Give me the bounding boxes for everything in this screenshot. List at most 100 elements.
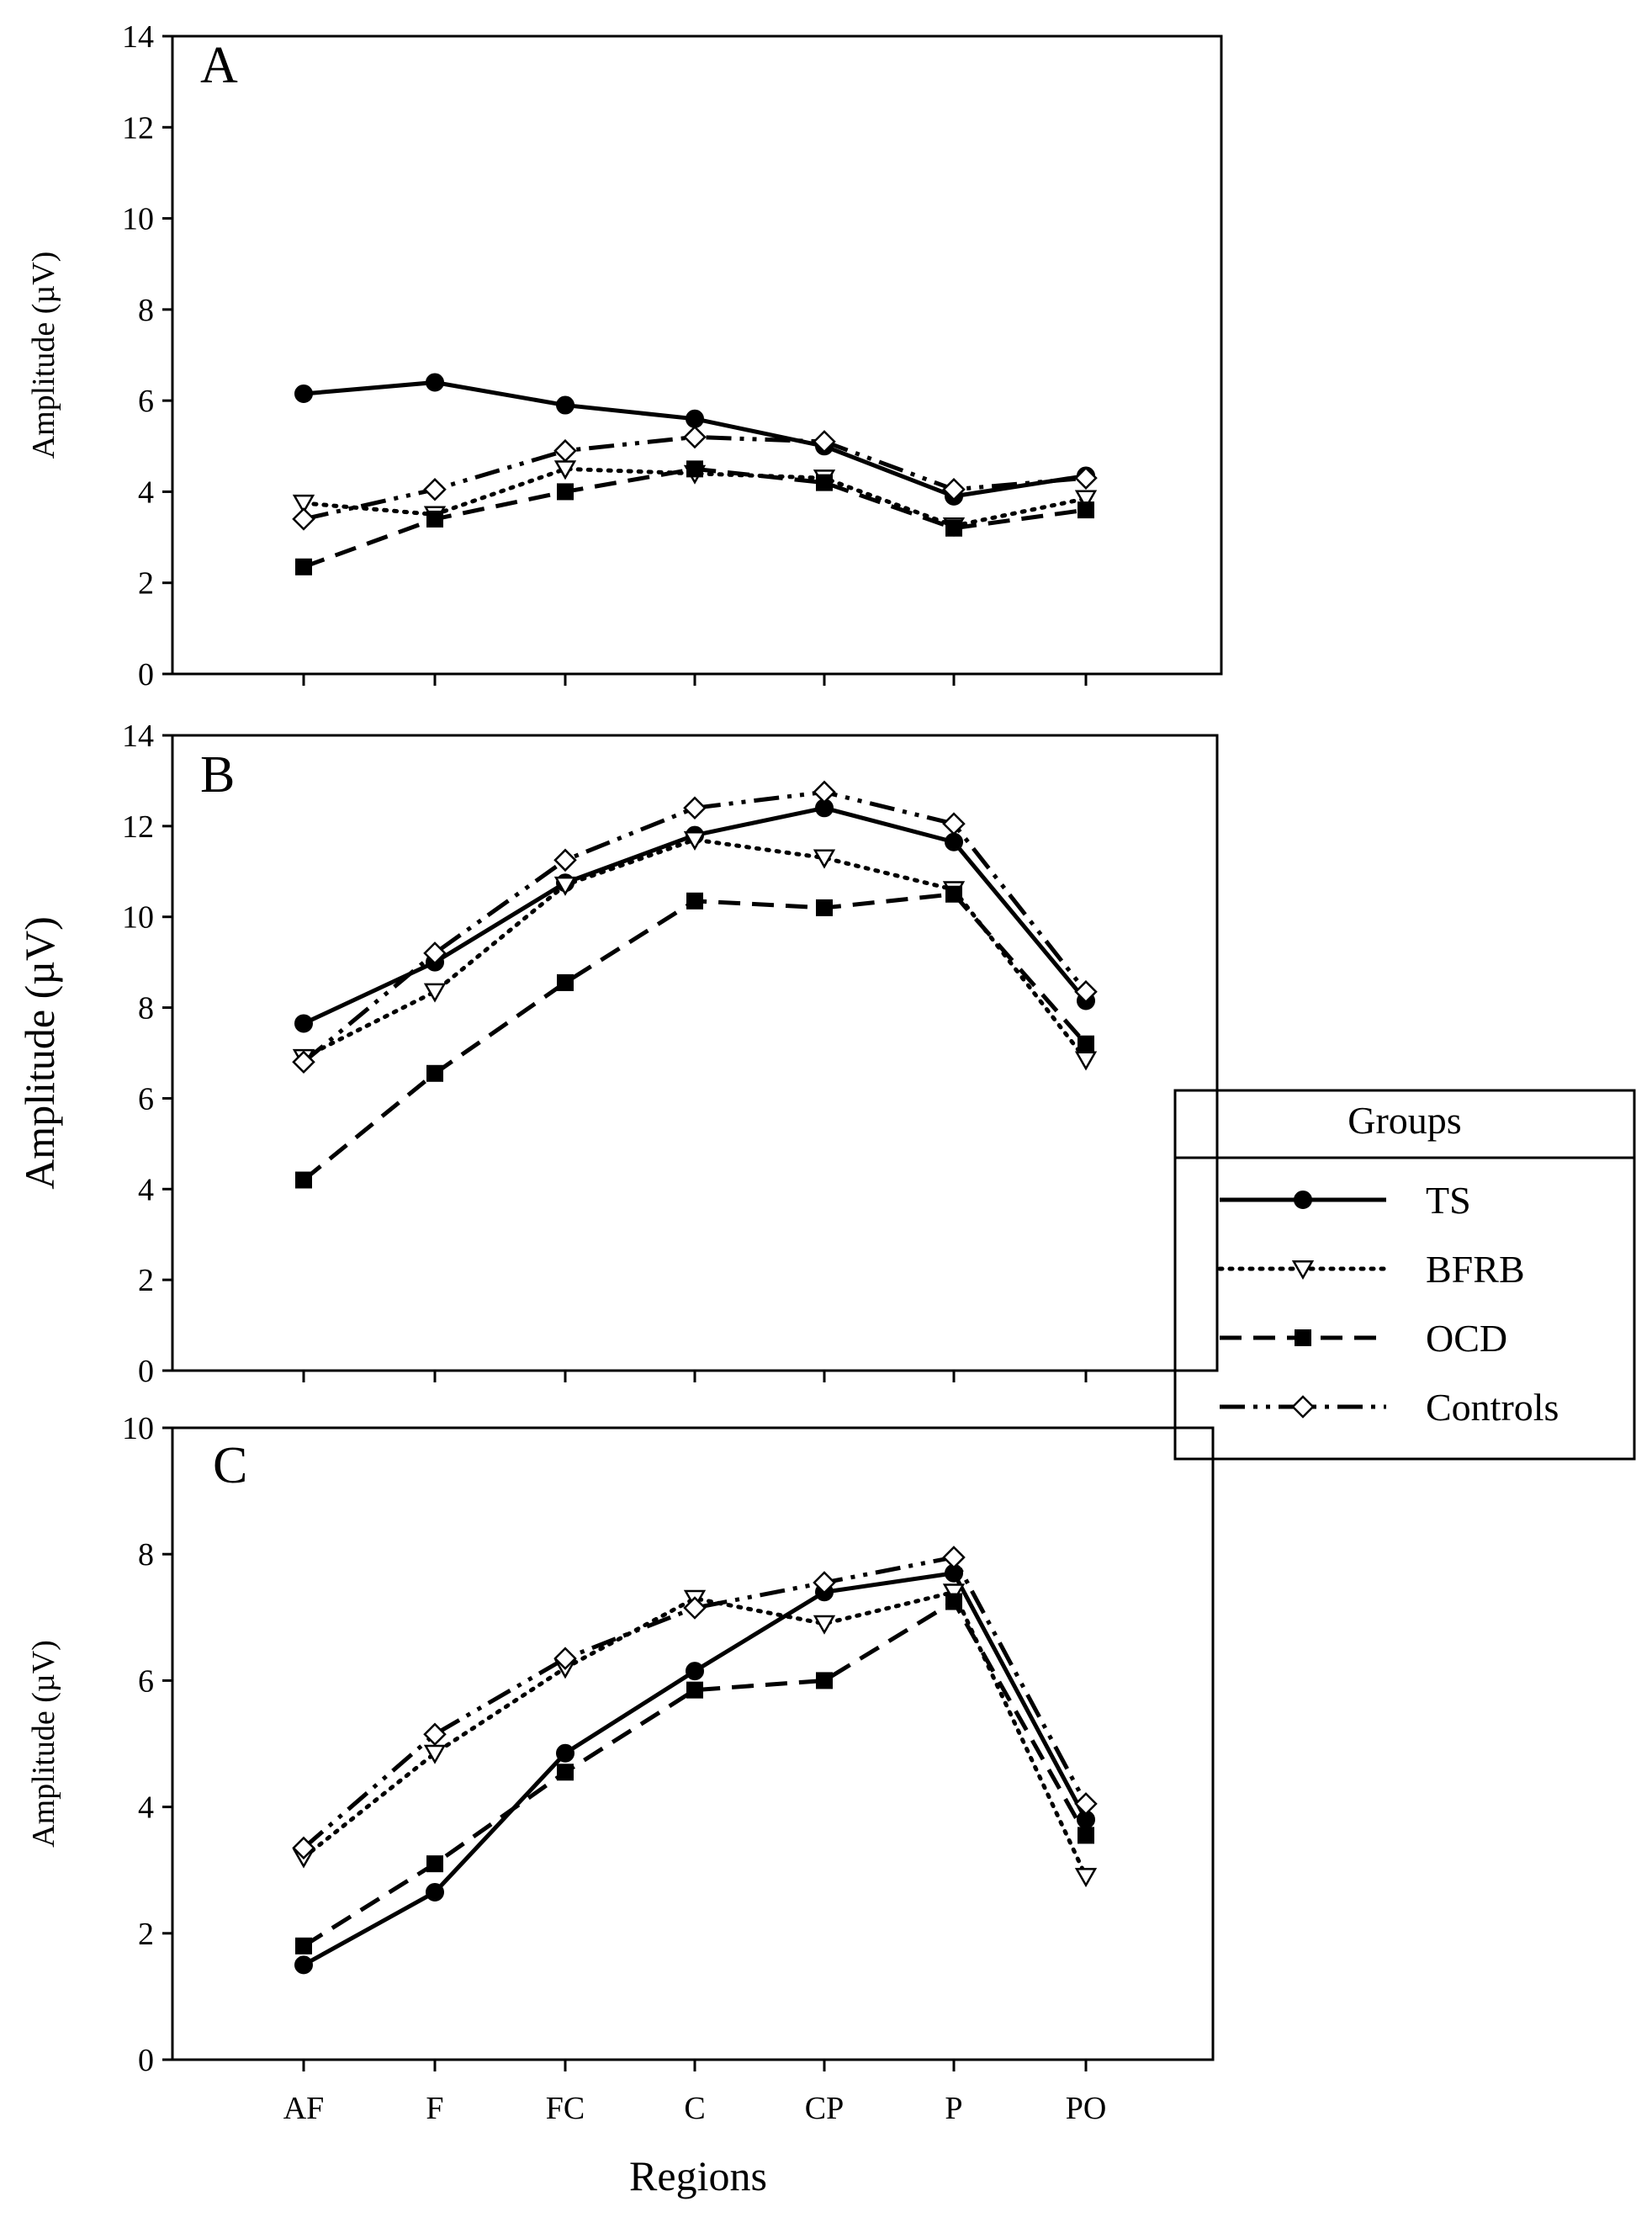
data-point [683, 425, 707, 449]
y-tick-label: 4 [138, 1172, 154, 1207]
chart-panel-c: 0 2 4 6 8 10 Amplitude (µV) C AF F FC C CP P PO [26, 1411, 1215, 2126]
data-point [556, 1743, 574, 1763]
data-point [686, 460, 703, 478]
data-point [816, 1672, 833, 1689]
data-point [945, 885, 962, 903]
y-tick-label: 2 [138, 566, 154, 602]
y-tick-label: 0 [138, 2043, 154, 2078]
y-tick-label: 8 [138, 1537, 154, 1573]
data-point [553, 876, 577, 896]
legend: Groups TS BFRB OCD Controls [1173, 1089, 1636, 1461]
data-point [426, 510, 443, 528]
y-tick-label: 8 [138, 293, 154, 328]
series-line [302, 892, 1088, 1182]
data-point [292, 1836, 315, 1860]
chart-panel-a: 0 2 4 6 8 10 12 14 Amplitude (µV) A [26, 19, 1223, 692]
y-tick-label: 12 [122, 110, 154, 146]
x-tick-label: PO [1066, 2091, 1107, 2126]
y-tick-label: 2 [138, 1263, 154, 1298]
x-tick-label: P [945, 2091, 962, 2126]
legend-label: TS [1426, 1179, 1471, 1222]
data-point [813, 430, 836, 453]
x-tick-label: CP [805, 2091, 844, 2126]
series-controls [292, 1546, 1098, 1860]
y-tick-label: 2 [138, 1917, 154, 1952]
data-point [553, 1647, 577, 1670]
data-point [686, 1681, 703, 1699]
y-tick-label: 0 [138, 657, 154, 692]
legend-entries: TS BFRB OCD Controls [1217, 1179, 1559, 1429]
data-point [683, 1596, 707, 1620]
data-point [1078, 1035, 1094, 1053]
data-point [813, 1571, 836, 1594]
y-tick-label: 6 [138, 384, 154, 419]
y-axis-title: Amplitude (µV) [26, 1640, 61, 1848]
y-tick-label: 4 [138, 475, 154, 510]
data-point [294, 1955, 313, 1975]
data-point [426, 1882, 444, 1901]
data-point [292, 1050, 315, 1074]
x-tick-label: C [684, 2091, 705, 2126]
series-line [301, 1589, 1088, 1879]
legend-marker [1291, 1260, 1315, 1280]
data-point [1078, 501, 1094, 519]
data-point [423, 1722, 447, 1747]
data-point [1074, 466, 1098, 490]
plot-frame [171, 1426, 1215, 2061]
series-ocd [295, 885, 1094, 1189]
data-point [942, 477, 966, 501]
data-point [295, 1171, 312, 1189]
data-point [423, 941, 447, 965]
data-point [295, 558, 312, 575]
y-tick-label: 14 [122, 719, 154, 754]
data-point [557, 1764, 574, 1781]
legend-frame [1173, 1089, 1636, 1461]
legend-marker [1295, 1329, 1311, 1346]
data-point [816, 899, 833, 916]
data-point [945, 1593, 962, 1610]
data-point [686, 1662, 704, 1681]
data-point [426, 373, 444, 392]
data-point [813, 1615, 836, 1635]
data-point [1074, 1792, 1098, 1816]
legend-entry-ts: TS [1220, 1179, 1471, 1222]
data-point [553, 438, 577, 463]
data-point [294, 1014, 313, 1033]
legend-entry-ocd: OCD [1220, 1317, 1507, 1360]
data-point [557, 483, 574, 501]
data-point [294, 385, 313, 404]
legend-label: BFRB [1426, 1248, 1525, 1291]
panel-label: C [213, 1437, 247, 1494]
panel-label: A [200, 37, 238, 94]
data-point [426, 1855, 443, 1873]
data-point [423, 1744, 447, 1764]
y-tick-label: 8 [138, 991, 154, 1026]
data-point [683, 796, 707, 820]
y-axis-title: Amplitude (µV) [16, 916, 63, 1190]
y-tick-label: 12 [122, 809, 154, 845]
data-point [557, 973, 574, 991]
legend-marker [1294, 1191, 1312, 1209]
series-line [302, 1599, 1088, 1948]
legend-marker [1291, 1395, 1315, 1419]
data-point [553, 848, 577, 873]
x-tick-label: AF [283, 2091, 325, 2126]
chart-panel-b: 0 2 4 6 8 10 12 14 Amplitude (µV) B [16, 719, 1219, 1389]
x-axis-title: Regions [629, 2152, 767, 2199]
legend-entry-controls: Controls [1220, 1386, 1559, 1429]
y-tick-label: 6 [138, 1081, 154, 1116]
panels: 0 2 4 6 8 10 12 14 Amplitude (µV) A 0 2 4 6 8 10 12 14 Amp… [16, 19, 1223, 2126]
legend-label: Controls [1426, 1386, 1559, 1429]
data-point [292, 507, 315, 531]
data-point [813, 849, 836, 869]
y-tick-label: 4 [138, 1790, 154, 1826]
series-ocd [295, 1593, 1094, 1955]
series-line [301, 837, 1088, 1063]
series-bfrb [292, 1583, 1098, 1888]
legend-entry-bfrb: BFRB [1217, 1248, 1525, 1291]
x-tick-label: F [426, 2091, 443, 2126]
data-point [686, 409, 704, 428]
data-point [423, 983, 447, 1003]
